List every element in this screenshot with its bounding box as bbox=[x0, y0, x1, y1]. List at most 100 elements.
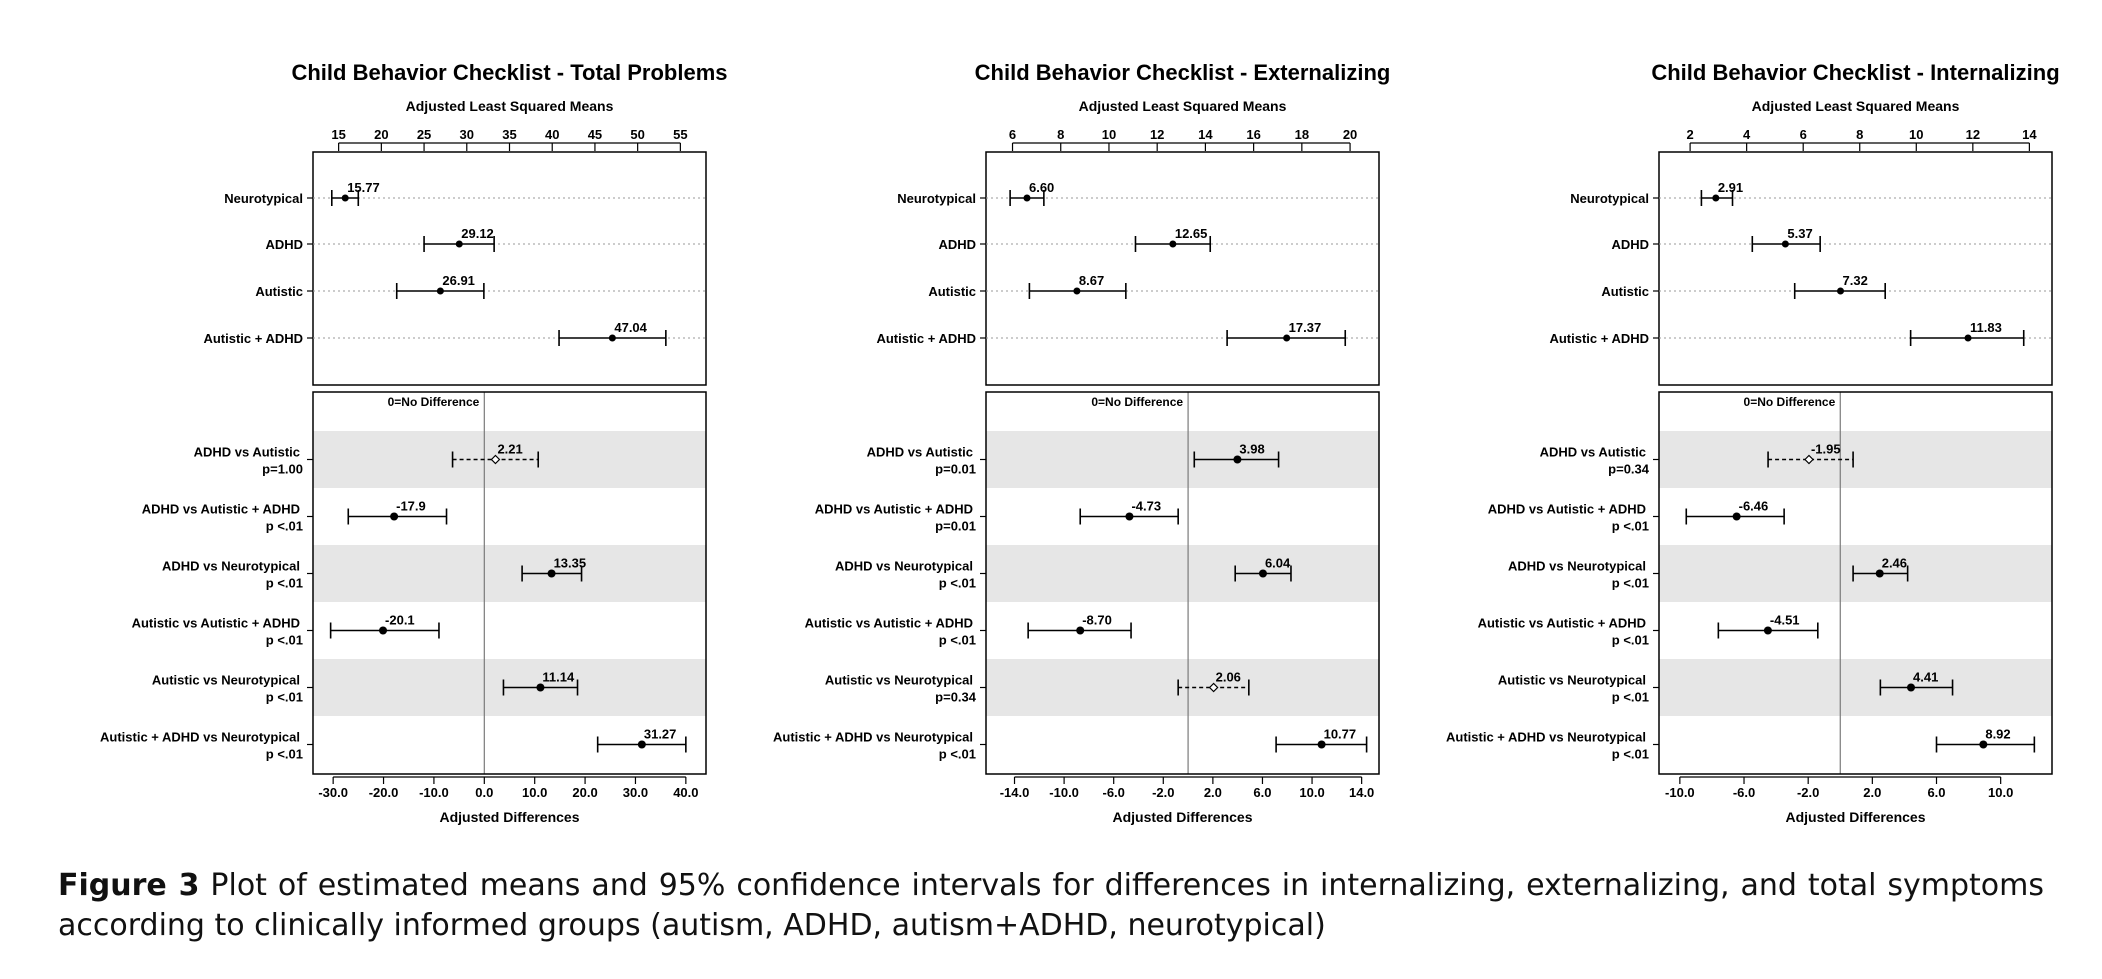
mean-value-label: 5.37 bbox=[1787, 226, 1812, 241]
diff-point bbox=[390, 512, 399, 521]
mean-point bbox=[1712, 194, 1720, 202]
group-label: Autistic bbox=[255, 284, 303, 299]
diff-tick-label: -10.0 bbox=[1665, 785, 1695, 800]
group-label: Neurotypical bbox=[1570, 191, 1649, 206]
diff-tick-label: 2.0 bbox=[1863, 785, 1881, 800]
mean-value-label: 12.65 bbox=[1175, 226, 1208, 241]
diff-value-label: 10.77 bbox=[1324, 727, 1357, 742]
comparison-band bbox=[986, 659, 1379, 716]
means-tick-label: 10 bbox=[1909, 127, 1923, 142]
diff-tick-label: -2.0 bbox=[1797, 785, 1819, 800]
means-tick-label: 10 bbox=[1102, 127, 1116, 142]
group-label: Neurotypical bbox=[897, 191, 976, 206]
chart-title: Child Behavior Checklist - Total Problem… bbox=[291, 60, 727, 85]
comparison-label: ADHD vs Autistic + ADHD bbox=[142, 502, 300, 517]
mean-point bbox=[1073, 287, 1081, 295]
comparison-label: Autistic vs Autistic + ADHD bbox=[1478, 616, 1646, 631]
comparison-label: Autistic vs Neurotypical bbox=[825, 673, 973, 688]
comparison-p-value: p <.01 bbox=[1612, 690, 1649, 705]
comparison-label: Autistic + ADHD vs Neurotypical bbox=[1446, 730, 1646, 745]
comparison-p-value: p <.01 bbox=[939, 747, 976, 762]
comparison-label: ADHD vs Neurotypical bbox=[1508, 559, 1646, 574]
means-tick-label: 30 bbox=[460, 127, 474, 142]
diff-value-label: 8.92 bbox=[1985, 727, 2010, 742]
group-label: Neurotypical bbox=[224, 191, 303, 206]
diff-value-label: 2.06 bbox=[1216, 670, 1241, 685]
comparison-p-value: p <.01 bbox=[939, 576, 976, 591]
diff-point bbox=[379, 626, 388, 635]
diff-value-label: 31.27 bbox=[644, 727, 677, 742]
mean-value-label: 26.91 bbox=[442, 273, 475, 288]
diff-point bbox=[547, 569, 556, 578]
comparison-label: Autistic vs Autistic + ADHD bbox=[805, 616, 973, 631]
diff-point bbox=[637, 740, 646, 749]
diff-tick-label: 10.0 bbox=[1299, 785, 1324, 800]
chart-title: Child Behavior Checklist - Internalizing bbox=[1651, 60, 2059, 85]
diff-tick-label: -6.0 bbox=[1102, 785, 1124, 800]
mean-point bbox=[1283, 334, 1291, 342]
group-label: Autistic + ADHD bbox=[1549, 331, 1649, 346]
comparison-band bbox=[1659, 431, 2052, 488]
mean-point bbox=[1169, 240, 1177, 248]
comparison-p-value: p <.01 bbox=[939, 633, 976, 648]
diff-tick-label: -6.0 bbox=[1733, 785, 1755, 800]
comparison-label: Autistic vs Neurotypical bbox=[1498, 673, 1646, 688]
diff-value-label: -20.1 bbox=[385, 613, 415, 628]
diff-point bbox=[1763, 626, 1772, 635]
means-tick-label: 8 bbox=[1856, 127, 1863, 142]
zero-reference-label: 0=No Difference bbox=[1091, 395, 1183, 409]
diff-tick-label: 6.0 bbox=[1253, 785, 1271, 800]
chart-panel-1: Child Behavior Checklist - Total Problem… bbox=[100, 60, 727, 825]
comparison-label: Autistic + ADHD vs Neurotypical bbox=[773, 730, 973, 745]
group-label: ADHD bbox=[938, 237, 976, 252]
group-label: Autistic bbox=[928, 284, 976, 299]
comparison-band bbox=[313, 545, 706, 602]
means-plot-frame bbox=[312, 151, 707, 386]
means-tick-label: 6 bbox=[1800, 127, 1807, 142]
comparison-p-value: p=0.01 bbox=[935, 519, 976, 534]
figure-panels: Child Behavior Checklist - Total Problem… bbox=[100, 60, 2060, 825]
diff-tick-label: 20.0 bbox=[572, 785, 597, 800]
chart-panel-2: Child Behavior Checklist - Externalizing… bbox=[773, 60, 1390, 825]
means-tick-label: 6 bbox=[1009, 127, 1016, 142]
figure-caption: Figure 3 Plot of estimated means and 95%… bbox=[58, 866, 2044, 946]
mean-value-label: 8.67 bbox=[1079, 273, 1104, 288]
mean-value-label: 7.32 bbox=[1843, 273, 1868, 288]
mean-point bbox=[1781, 240, 1789, 248]
diff-tick-label: 10.0 bbox=[522, 785, 547, 800]
comparison-p-value: p <.01 bbox=[1612, 576, 1649, 591]
mean-point bbox=[608, 334, 616, 342]
diff-tick-label: -30.0 bbox=[318, 785, 348, 800]
mean-point bbox=[436, 287, 444, 295]
diff-value-label: 2.46 bbox=[1882, 556, 1907, 571]
diff-value-label: -17.9 bbox=[396, 499, 426, 514]
group-label: Autistic + ADHD bbox=[876, 331, 976, 346]
diff-plot-frame bbox=[1658, 391, 2053, 775]
diff-value-label: 11.14 bbox=[542, 670, 575, 685]
comparison-p-value: p=0.34 bbox=[1608, 462, 1650, 477]
mean-point bbox=[1023, 194, 1031, 202]
diff-point-nonsignificant bbox=[490, 454, 501, 465]
mean-value-label: 6.60 bbox=[1029, 180, 1054, 195]
comparison-p-value: p <.01 bbox=[1612, 519, 1649, 534]
diff-tick-label: 0.0 bbox=[475, 785, 493, 800]
diff-value-label: -6.46 bbox=[1739, 499, 1769, 514]
diff-value-label: 3.98 bbox=[1239, 442, 1264, 457]
comparison-label: ADHD vs Autistic bbox=[867, 445, 973, 460]
means-tick-label: 12 bbox=[1150, 127, 1164, 142]
diff-point bbox=[1875, 569, 1884, 578]
group-label: Autistic + ADHD bbox=[203, 331, 303, 346]
means-tick-label: 8 bbox=[1057, 127, 1064, 142]
means-tick-label: 14 bbox=[1198, 127, 1213, 142]
comparison-band bbox=[1659, 659, 2052, 716]
diff-value-label: 4.41 bbox=[1913, 670, 1938, 685]
caption-label: Figure 3 bbox=[58, 868, 200, 903]
chart-panel-3: Child Behavior Checklist - Internalizing… bbox=[1446, 60, 2060, 825]
group-label: ADHD bbox=[265, 237, 303, 252]
means-tick-label: 18 bbox=[1295, 127, 1309, 142]
diff-tick-label: -10.0 bbox=[419, 785, 449, 800]
diff-value-label: -1.95 bbox=[1811, 442, 1841, 457]
diff-point bbox=[1979, 740, 1988, 749]
means-tick-label: 45 bbox=[588, 127, 602, 142]
mean-point bbox=[455, 240, 463, 248]
